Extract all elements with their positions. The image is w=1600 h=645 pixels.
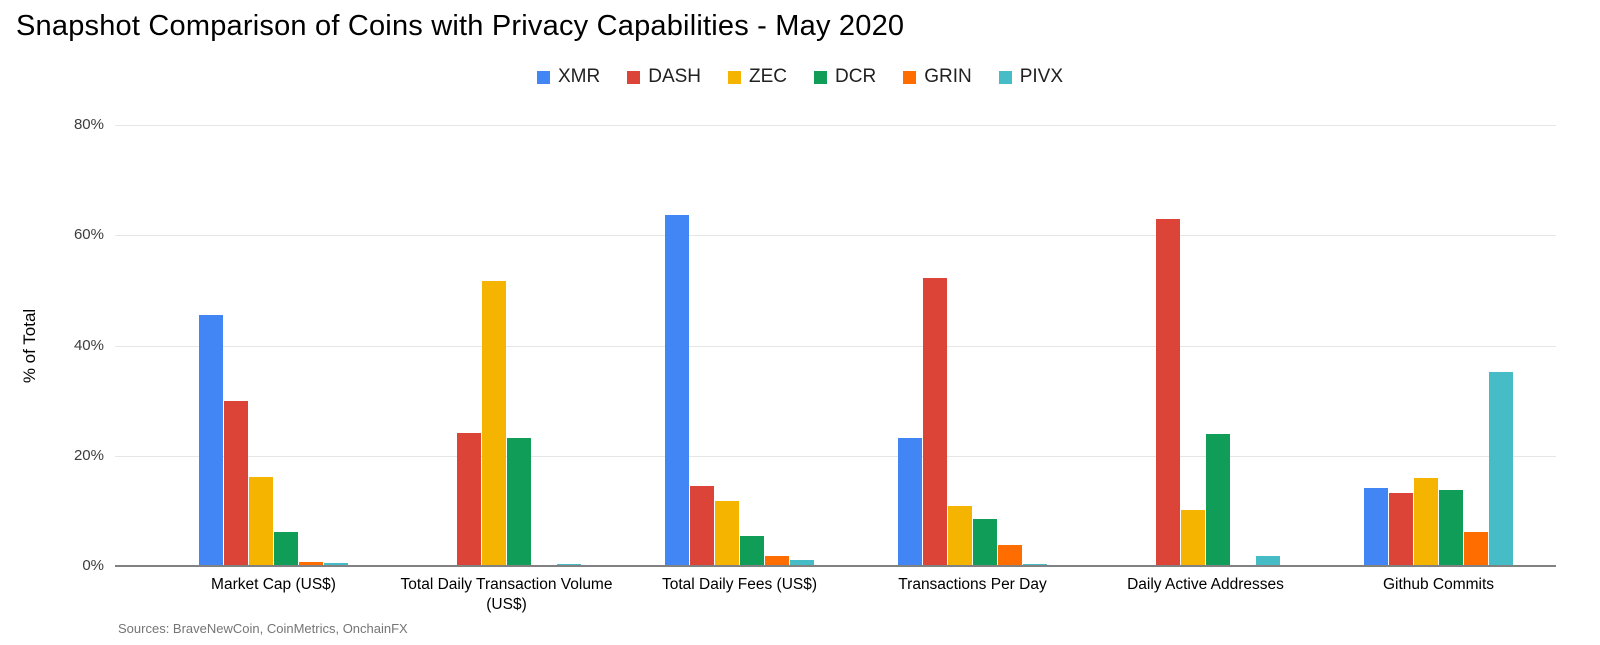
bar-dash-github-commits: [1389, 492, 1413, 566]
x-axis-label-text: Daily Active Addresses: [1127, 576, 1284, 593]
x-axis-label-total-daily-fees-us: Total Daily Fees (US$): [623, 575, 856, 615]
bar-zec-daily-active-addresses: [1181, 509, 1205, 566]
bar-xmr-github-commits: [1364, 488, 1388, 566]
x-axis-label-text: Total Daily Fees (US$): [661, 576, 818, 593]
legend-item-dash: DASH: [627, 66, 701, 88]
bar-groups: [157, 125, 1555, 566]
bar-dcr-total-daily-transaction-volume-us: [507, 437, 531, 566]
x-axis-label-total-daily-transaction-volume-us: Total Daily Transaction Volume (US$): [390, 575, 623, 615]
gridline-60: [115, 235, 1556, 237]
legend-label: DCR: [835, 66, 877, 87]
legend-label: PIVX: [1019, 66, 1064, 87]
legend-label: DASH: [648, 66, 702, 87]
bar-group-market-cap-us: [157, 125, 390, 566]
bar-dcr-github-commits: [1439, 489, 1463, 566]
legend-swatch-xmr: [536, 70, 550, 84]
bar-grin-github-commits: [1464, 532, 1488, 566]
x-axis-line: [115, 565, 1556, 567]
bar-group-github-commits: [1322, 125, 1555, 566]
bar-xmr-total-daily-fees-us: [665, 214, 689, 566]
x-axis-label-market-cap-us: Market Cap (US$): [157, 575, 390, 615]
x-axis-label-daily-active-addresses: Daily Active Addresses: [1089, 575, 1322, 615]
bar-dash-transactions-per-day: [923, 278, 947, 566]
gridline-40: [115, 345, 1556, 347]
y-tick-label-80: 80%: [73, 116, 104, 133]
legend-item-dcr: DCR: [814, 66, 876, 88]
bar-dcr-market-cap-us: [274, 532, 298, 566]
bar-dcr-daily-active-addresses: [1206, 434, 1230, 566]
bar-xmr-transactions-per-day: [898, 437, 922, 566]
legend-swatch-pivx: [998, 70, 1012, 84]
y-tick-label-20: 20%: [73, 446, 104, 464]
gridline-20: [115, 455, 1556, 457]
x-axis-labels: Market Cap (US$) Total Daily Transaction …: [157, 575, 1555, 615]
x-axis-label-text: Github Commits: [1382, 576, 1495, 593]
legend-swatch-dcr: [814, 70, 828, 84]
legend-swatch-dash: [627, 70, 641, 84]
bar-grin-transactions-per-day: [998, 545, 1022, 566]
bar-pivx-github-commits: [1489, 372, 1513, 566]
legend: XMR DASH ZEC DCR GRIN PIVX: [536, 66, 1064, 88]
bar-pivx-daily-active-addresses: [1256, 556, 1280, 566]
plot-area: [115, 125, 1556, 567]
bar-xmr-market-cap-us: [199, 315, 223, 566]
bar-group-daily-active-addresses: [1089, 125, 1322, 566]
legend-swatch-zec: [728, 70, 742, 84]
bar-group-transactions-per-day: [856, 125, 1089, 566]
bar-dash-total-daily-transaction-volume-us: [457, 433, 481, 566]
bar-grin-total-daily-fees-us: [765, 556, 789, 566]
x-axis-label-text: Transactions Per Day: [898, 576, 1047, 593]
bar-pivx-total-daily-fees-us: [790, 559, 814, 566]
bar-zec-total-daily-fees-us: [715, 501, 739, 566]
gridline-80: [115, 125, 1556, 126]
legend-label: GRIN: [924, 66, 972, 87]
x-axis-label-text: Market Cap (US$): [211, 576, 336, 593]
bar-dash-total-daily-fees-us: [690, 486, 714, 566]
bar-pivx-market-cap-us: [324, 562, 348, 566]
x-axis-label-github-commits: Github Commits: [1322, 575, 1555, 615]
bar-grin-market-cap-us: [299, 561, 323, 566]
x-axis-label-transactions-per-day: Transactions Per Day: [856, 575, 1089, 615]
legend-swatch-grin: [903, 70, 917, 84]
x-axis-label-text: Total Daily Transaction Volume (US$): [400, 576, 613, 613]
y-axis-tick-labels: 0% 20% 40% 60% 80%: [0, 116, 104, 574]
legend-label: XMR: [557, 66, 601, 87]
bar-dcr-transactions-per-day: [973, 519, 997, 566]
bar-zec-transactions-per-day: [948, 505, 972, 566]
bar-group-total-daily-fees-us: [623, 125, 856, 566]
bar-zec-market-cap-us: [249, 476, 273, 566]
bar-group-total-daily-transaction-volume-us: [390, 125, 623, 566]
bar-dcr-total-daily-fees-us: [740, 536, 764, 566]
y-tick-label-40: 40%: [73, 336, 104, 354]
bar-dash-market-cap-us: [224, 401, 248, 566]
y-tick-label-0: 0%: [82, 557, 104, 574]
bar-zec-total-daily-transaction-volume-us: [482, 281, 506, 566]
legend-item-grin: GRIN: [903, 66, 972, 88]
legend-item-xmr: XMR: [536, 66, 601, 88]
sources-note: Sources: BraveNewCoin, CoinMetrics, Onch…: [118, 621, 408, 636]
bar-zec-github-commits: [1414, 478, 1438, 566]
bar-pivx-transactions-per-day: [1023, 563, 1047, 566]
chart-title: Snapshot Comparison of Coins with Privac…: [16, 10, 905, 42]
legend-label: ZEC: [749, 66, 788, 87]
legend-item-zec: ZEC: [728, 66, 787, 88]
bar-dash-daily-active-addresses: [1156, 219, 1180, 566]
legend-item-pivx: PIVX: [998, 66, 1064, 88]
y-tick-label-60: 60%: [73, 226, 104, 244]
